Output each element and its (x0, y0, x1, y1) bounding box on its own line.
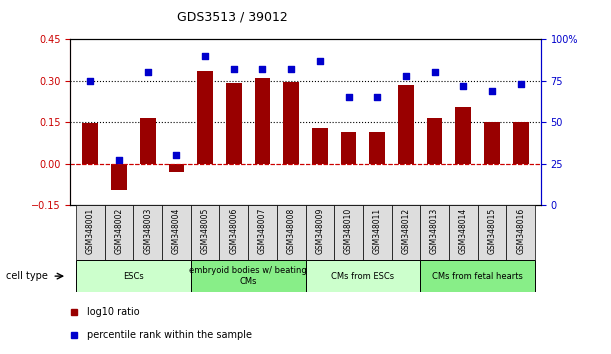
Bar (306, 205, 334, 260)
Bar (191, 205, 219, 260)
Text: GSM348008: GSM348008 (287, 208, 296, 254)
Point (287, 66, 296, 72)
Bar (162, 205, 191, 260)
Point (114, 158, 124, 163)
Text: GSM348007: GSM348007 (258, 208, 267, 255)
Text: GSM348006: GSM348006 (229, 208, 238, 255)
Point (143, 69, 153, 75)
Text: CMs from fetal hearts: CMs from fetal hearts (432, 272, 523, 281)
Bar (111, 164, 127, 190)
Text: GSM348011: GSM348011 (373, 208, 382, 254)
Bar (197, 71, 213, 164)
Bar (219, 205, 248, 260)
Text: GSM348010: GSM348010 (344, 208, 353, 254)
Point (229, 66, 239, 72)
Text: GSM348012: GSM348012 (401, 208, 411, 254)
Bar (133, 205, 162, 260)
Bar (341, 132, 356, 164)
Bar (82, 123, 98, 164)
Text: GSM348002: GSM348002 (114, 208, 123, 254)
Point (516, 81, 525, 87)
Bar (169, 164, 185, 172)
Bar (455, 107, 471, 164)
Bar (255, 78, 270, 164)
Text: GSM348004: GSM348004 (172, 208, 181, 255)
Bar (426, 118, 442, 164)
Bar (306, 260, 420, 292)
Text: GDS3513 / 39012: GDS3513 / 39012 (177, 11, 288, 24)
Point (86, 78, 95, 84)
Text: GSM348001: GSM348001 (86, 208, 95, 254)
Bar (248, 205, 277, 260)
Bar (226, 83, 242, 164)
Point (343, 94, 353, 100)
Bar (484, 121, 500, 164)
Text: GSM348009: GSM348009 (315, 208, 324, 255)
Bar (191, 260, 306, 292)
Point (401, 73, 411, 78)
Text: GSM348003: GSM348003 (143, 208, 152, 255)
Text: GSM348014: GSM348014 (459, 208, 468, 254)
Bar (140, 118, 156, 164)
Point (487, 88, 497, 93)
Bar (420, 260, 535, 292)
Point (458, 83, 468, 88)
Bar (363, 205, 392, 260)
Bar (398, 85, 414, 164)
Bar (369, 132, 385, 164)
Point (258, 66, 268, 72)
Bar (76, 260, 191, 292)
Text: ESCs: ESCs (123, 272, 144, 281)
Bar (104, 205, 133, 260)
Bar (76, 205, 104, 260)
Bar (312, 128, 327, 164)
Point (372, 94, 382, 100)
Bar (507, 205, 535, 260)
Bar (334, 205, 363, 260)
Text: GSM348013: GSM348013 (430, 208, 439, 254)
Text: GSM348005: GSM348005 (200, 208, 210, 255)
Text: embryoid bodies w/ beating
CMs: embryoid bodies w/ beating CMs (189, 267, 307, 286)
Point (200, 53, 210, 58)
Bar (277, 205, 306, 260)
Bar (478, 205, 507, 260)
Bar (513, 121, 529, 164)
Bar (392, 205, 420, 260)
Text: GSM348015: GSM348015 (488, 208, 497, 254)
Text: CMs from ESCs: CMs from ESCs (331, 272, 395, 281)
Bar (284, 82, 299, 164)
Text: percentile rank within the sample: percentile rank within the sample (87, 330, 252, 341)
Point (172, 153, 181, 158)
Point (430, 69, 439, 75)
Bar (420, 205, 449, 260)
Text: GSM348016: GSM348016 (516, 208, 525, 254)
Text: cell type: cell type (6, 271, 48, 281)
Bar (449, 205, 478, 260)
Point (315, 58, 324, 63)
Text: log10 ratio: log10 ratio (87, 307, 139, 318)
